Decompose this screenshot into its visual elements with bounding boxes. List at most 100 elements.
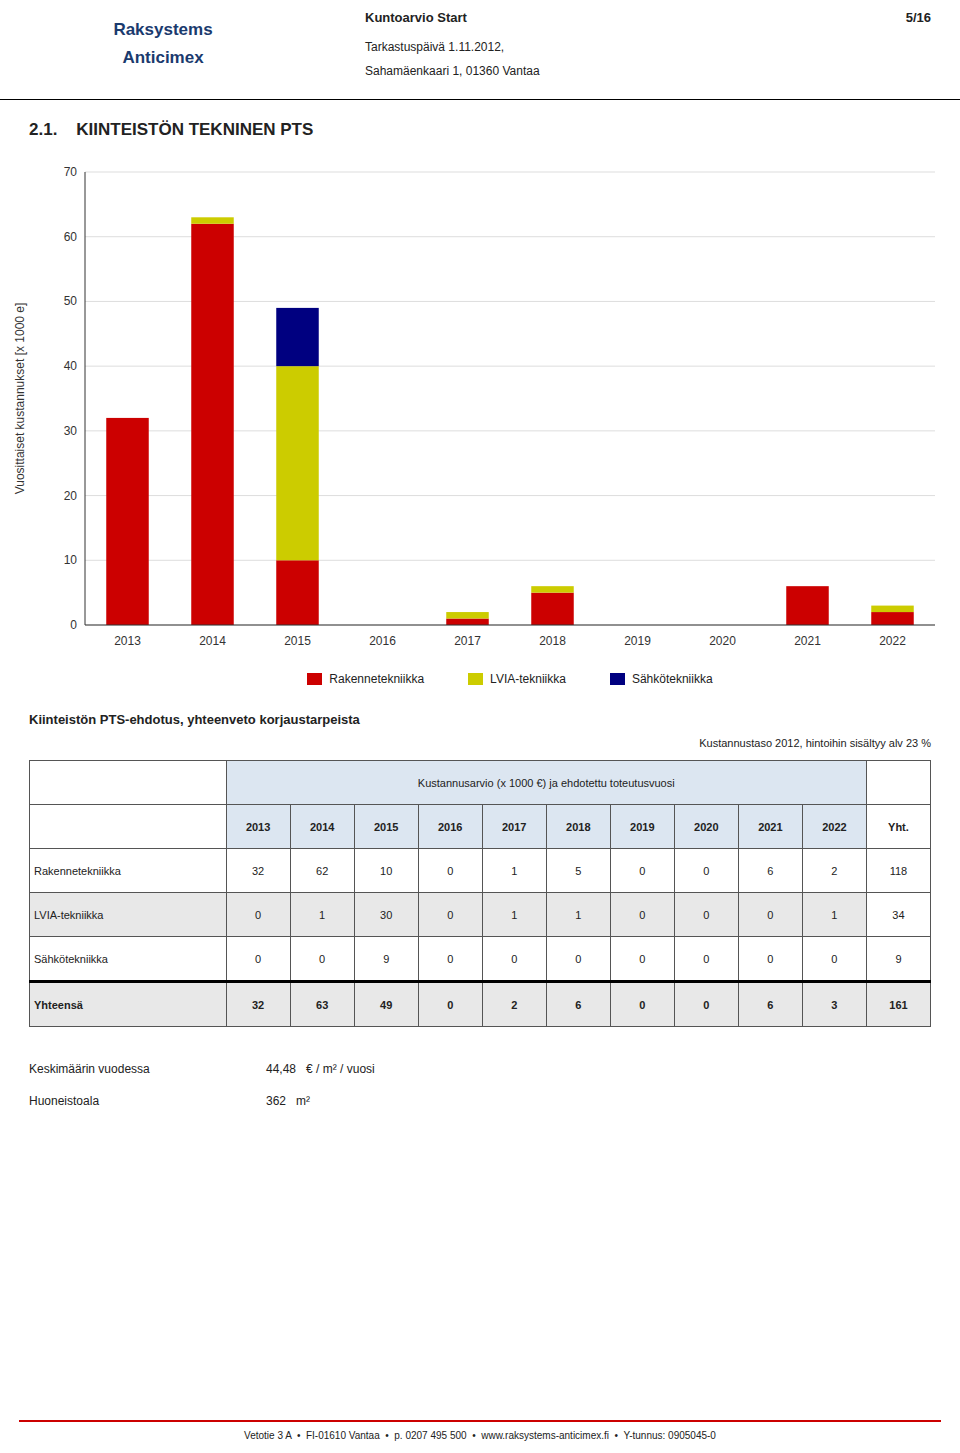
logo: RaksystemsAnticimex: [60, 16, 266, 72]
table-col-header: 2021: [738, 805, 802, 849]
table-total-value: 0: [674, 982, 738, 1027]
bar: [191, 224, 234, 625]
x-tick-label: 2018: [539, 634, 566, 648]
summary-number: 44,48: [266, 1062, 296, 1076]
y-tick-label: 40: [64, 359, 78, 373]
table-cell: [30, 761, 227, 805]
x-tick-label: 2014: [199, 634, 226, 648]
bar: [446, 619, 489, 625]
table-value: 1: [290, 893, 354, 937]
table-value: 1: [546, 893, 610, 937]
bar: [871, 606, 914, 612]
table-header: Kustannusarvio (x 1000 €) ja ehdotettu t…: [226, 761, 866, 805]
bar: [871, 605, 914, 606]
table-col-header: 2020: [674, 805, 738, 849]
bar: [786, 586, 829, 587]
grid-line: [85, 172, 935, 173]
table-value: 0: [226, 937, 290, 982]
x-tick-label: 2015: [284, 634, 311, 648]
table-value: 6: [738, 849, 802, 893]
table-col-header: 2013: [226, 805, 290, 849]
table-row: LVIA-tekniikka0130011000134: [30, 893, 931, 937]
bar: [786, 586, 829, 587]
footer-text: Vetotie 3 A • FI-01610 Vantaa • p. 0207 …: [0, 1430, 960, 1441]
bar: [531, 586, 574, 587]
bar: [446, 612, 489, 613]
table-value: 9: [866, 937, 930, 982]
table-value: 0: [674, 937, 738, 982]
table-value: 0: [290, 937, 354, 982]
summary-label: Keskimäärin vuodessa: [29, 1062, 150, 1076]
legend-swatch: [307, 673, 322, 685]
table-value: 2: [802, 849, 866, 893]
table-col-header: 2018: [546, 805, 610, 849]
legend-label: Sähkötekniikka: [632, 672, 713, 686]
table-value: 0: [802, 937, 866, 982]
table-title: Kiinteistön PTS-ehdotus, yhteenveto korj…: [29, 712, 360, 727]
header-page: 5/16: [906, 10, 931, 25]
table-total-value: 2: [482, 982, 546, 1027]
table-row: Sähkötekniikka00900000009: [30, 937, 931, 982]
x-axis: [85, 625, 935, 626]
table-total-value: 6: [546, 982, 610, 1027]
header-rule: [0, 99, 960, 100]
legend-swatch: [468, 673, 483, 685]
table-value: 0: [674, 893, 738, 937]
table-col-header: 2019: [610, 805, 674, 849]
table-value: 32: [226, 849, 290, 893]
y-axis: [85, 172, 86, 625]
y-tick-label: 20: [64, 489, 78, 503]
header: RaksystemsAnticimex Kuntoarvio Start Tarka…: [0, 0, 960, 100]
bar: [531, 593, 574, 625]
table-value: 9: [354, 937, 418, 982]
table-col-header: 2022: [802, 805, 866, 849]
legend-label: LVIA-tekniikka: [490, 672, 566, 686]
bar: [276, 560, 319, 625]
table-col-header: Yht.: [866, 805, 930, 849]
table-total-label: Yhteensä: [30, 982, 227, 1027]
header-text: Kuntoarvio Start: [365, 10, 467, 25]
table-year-row: 2013201420152016201720182019202020212022…: [30, 805, 931, 849]
table-value: 0: [226, 893, 290, 937]
legend-label: Rakennetekniikka: [329, 672, 424, 686]
table-cell: [30, 805, 227, 849]
bar: [446, 612, 489, 618]
table-col-header: 2014: [290, 805, 354, 849]
summary-value: 44,48 € / m² / vuosi: [266, 1062, 375, 1076]
table-value: 5: [546, 849, 610, 893]
table-value: 0: [418, 937, 482, 982]
table-value: 10: [354, 849, 418, 893]
summary-unit: m²: [296, 1094, 310, 1108]
legend-item: LVIA-tekniikka: [468, 672, 566, 686]
x-tick-label: 2020: [709, 634, 736, 648]
table-col-header: 2017: [482, 805, 546, 849]
table-row-label: Rakennetekniikka: [30, 849, 227, 893]
footer-rule: [19, 1420, 941, 1422]
y-axis-label: Vuosittaiset kustannukset [x 1000 e]: [13, 303, 27, 495]
table-col-header: 2016: [418, 805, 482, 849]
bar: [276, 308, 319, 366]
section-title: 2.1. KIINTEISTÖN TEKNINEN PTS: [29, 120, 313, 140]
table-value: 1: [482, 893, 546, 937]
header-text: Sahamäenkaari 1, 01360 Vantaa: [365, 64, 540, 78]
header-text: Tarkastuspäivä 1.11.2012,: [365, 40, 504, 54]
bar: [871, 612, 914, 625]
y-tick-label: 10: [64, 553, 78, 567]
x-tick-label: 2022: [879, 634, 906, 648]
table-row: Rakennetekniikka3262100150062118: [30, 849, 931, 893]
table-subtitle: Kustannustaso 2012, hintoihin sisältyy a…: [699, 737, 931, 749]
table-row-label: Sähkötekniikka: [30, 937, 227, 982]
summary-label: Huoneistoala: [29, 1094, 99, 1108]
table-total-value: 0: [610, 982, 674, 1027]
table-body: Kustannusarvio (x 1000 €) ja ehdotettu t…: [30, 761, 931, 1027]
table-row-label: LVIA-tekniikka: [30, 893, 227, 937]
bars: [106, 217, 914, 625]
y-tick-label: 30: [64, 424, 78, 438]
summary-unit: € / m² / vuosi: [306, 1062, 375, 1076]
bar: [276, 366, 319, 560]
table-value: 0: [738, 937, 802, 982]
legend: Rakennetekniikka LVIA-tekniikka Sähkötekni…: [85, 672, 935, 686]
table-total-row: Yhteensä3263490260063161: [30, 982, 931, 1027]
table-col-header: 2015: [354, 805, 418, 849]
table-value: 1: [482, 849, 546, 893]
